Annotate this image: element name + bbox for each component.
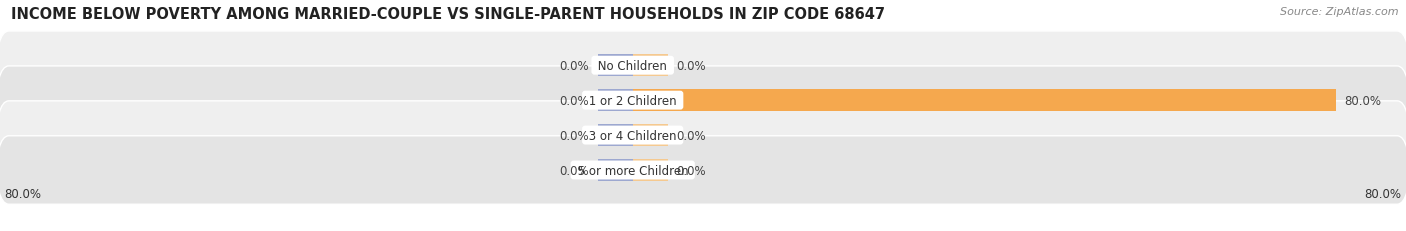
FancyBboxPatch shape (0, 32, 1406, 100)
Text: Source: ZipAtlas.com: Source: ZipAtlas.com (1281, 7, 1399, 17)
Bar (598, 55, 633, 77)
Bar (633, 159, 668, 181)
FancyBboxPatch shape (0, 136, 1406, 204)
Text: 0.0%: 0.0% (676, 164, 706, 177)
Text: 1 or 2 Children: 1 or 2 Children (585, 94, 681, 107)
Text: INCOME BELOW POVERTY AMONG MARRIED-COUPLE VS SINGLE-PARENT HOUSEHOLDS IN ZIP COD: INCOME BELOW POVERTY AMONG MARRIED-COUPL… (11, 7, 886, 22)
Text: 0.0%: 0.0% (560, 129, 589, 142)
Bar (598, 125, 633, 146)
Text: 80.0%: 80.0% (1344, 94, 1382, 107)
Text: 0.0%: 0.0% (676, 59, 706, 72)
Text: 0.0%: 0.0% (560, 94, 589, 107)
FancyBboxPatch shape (0, 101, 1406, 170)
Text: 0.0%: 0.0% (560, 164, 589, 177)
Text: 0.0%: 0.0% (560, 59, 589, 72)
Bar (633, 125, 668, 146)
Bar (633, 55, 668, 77)
Text: 80.0%: 80.0% (4, 187, 41, 200)
Text: 80.0%: 80.0% (1365, 187, 1402, 200)
Bar (598, 90, 633, 112)
Bar (598, 159, 633, 181)
Text: No Children: No Children (595, 59, 671, 72)
Bar (633, 90, 1336, 112)
FancyBboxPatch shape (0, 67, 1406, 135)
Text: 0.0%: 0.0% (676, 129, 706, 142)
Text: 5 or more Children: 5 or more Children (574, 164, 692, 177)
Text: 3 or 4 Children: 3 or 4 Children (585, 129, 681, 142)
